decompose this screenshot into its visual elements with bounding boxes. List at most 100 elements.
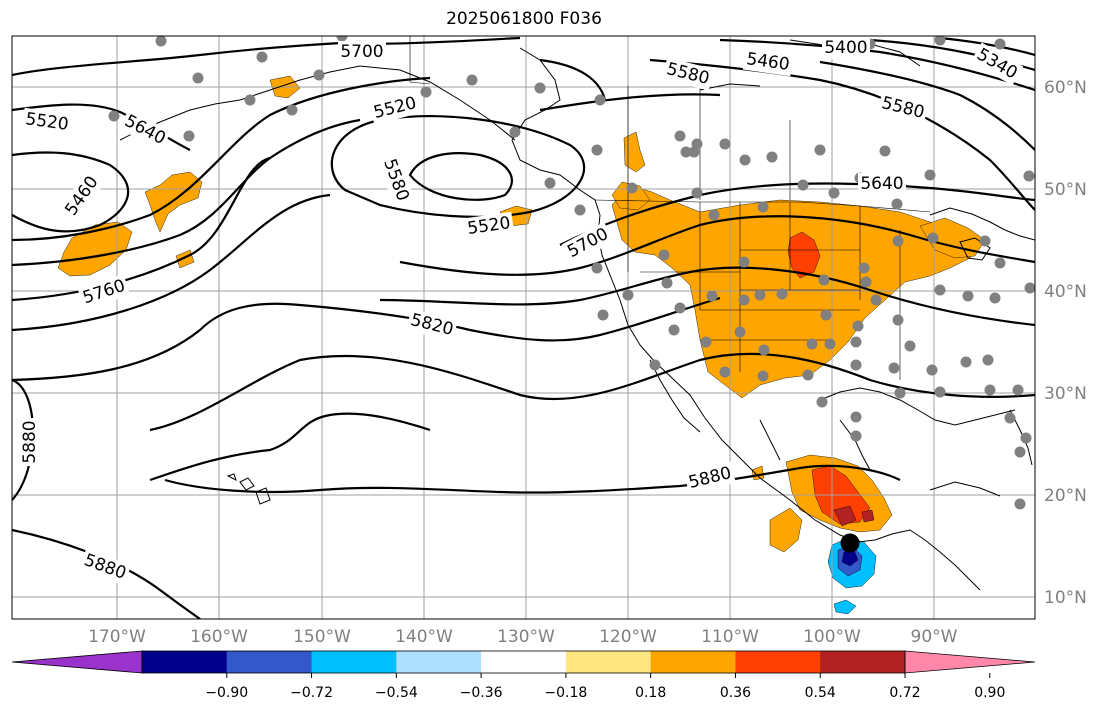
station-dot xyxy=(183,130,195,142)
contour-label-bg xyxy=(21,107,73,137)
station-dot xyxy=(574,204,586,216)
colorbar-segment xyxy=(820,651,906,673)
station-dot xyxy=(852,320,864,332)
height-contour xyxy=(819,60,1035,151)
map-frame xyxy=(11,35,1036,620)
station-dot xyxy=(1014,498,1026,510)
station-dot xyxy=(1024,282,1035,294)
border-line xyxy=(594,199,931,213)
colorbar-segment xyxy=(481,651,567,673)
colorbar-tick-label: −0.36 xyxy=(460,685,503,701)
coastline xyxy=(929,481,1001,497)
colorbar-tick-label: 0.90 xyxy=(974,685,1005,701)
station-dot xyxy=(802,369,814,381)
lat-tick-label: 10°N xyxy=(1044,588,1087,608)
contour-label: 5880 xyxy=(20,420,40,463)
station-dot xyxy=(244,94,256,106)
station-dot xyxy=(776,288,788,300)
height-contour xyxy=(164,464,901,494)
station-dot xyxy=(597,309,609,321)
height-contour xyxy=(539,93,721,112)
station-dot xyxy=(927,232,939,244)
station-dot xyxy=(591,144,603,156)
contour-label: 5400 xyxy=(824,38,867,58)
longitude-labels: 170°W 160°W 150°W 140°W 130°W 120°W 110°W 100°W… xyxy=(88,627,958,647)
station-dot xyxy=(934,284,946,296)
station-dot xyxy=(934,386,946,398)
colorbar-segment xyxy=(311,651,397,673)
station-dot xyxy=(892,235,904,247)
colorbar-segment xyxy=(735,651,821,673)
coastline xyxy=(819,387,1016,426)
shaded-region xyxy=(833,505,857,527)
height-contour xyxy=(379,266,1035,327)
height-contour xyxy=(12,118,361,267)
lon-tick-label: 170°W xyxy=(88,627,146,647)
height-contour xyxy=(539,58,607,101)
contour-label-bg xyxy=(377,153,415,207)
contour-label-bg xyxy=(463,211,515,241)
height-contour xyxy=(399,215,1035,276)
station-dot xyxy=(708,209,720,221)
station-dot xyxy=(256,51,268,63)
contour-label-bg xyxy=(77,274,131,310)
contour-label-bg xyxy=(561,222,615,264)
station-dot xyxy=(680,146,692,158)
station-dot xyxy=(820,309,832,321)
contour-label-bg xyxy=(369,91,421,125)
height-contour xyxy=(12,193,331,332)
station-dot xyxy=(850,336,862,348)
station-dot xyxy=(850,359,862,371)
station-dot xyxy=(691,138,703,150)
lon-tick-label: 110°W xyxy=(701,627,759,647)
latitude-labels: 60°N 50°N 40°N 30°N 20°N 10°N xyxy=(1044,78,1087,608)
station-dot xyxy=(155,36,167,47)
lon-tick-label: 130°W xyxy=(497,627,555,647)
shaded-region xyxy=(833,599,857,615)
coastline xyxy=(699,83,761,91)
height-contour xyxy=(149,352,1035,432)
height-contour xyxy=(12,76,431,242)
station-dot xyxy=(626,182,638,194)
colorbar-tick-label: −0.54 xyxy=(375,685,418,701)
station-dot xyxy=(286,104,298,116)
station-dot xyxy=(734,326,746,338)
lon-tick-label: 120°W xyxy=(599,627,657,647)
contour-label-bg xyxy=(684,461,736,495)
station-dot xyxy=(816,396,828,408)
station-dot xyxy=(719,366,731,378)
lat-tick-label: 50°N xyxy=(1044,180,1087,200)
lat-tick-label: 60°N xyxy=(1044,78,1087,98)
station-dot xyxy=(509,126,521,138)
contour-label-bg xyxy=(662,57,714,91)
station-dot xyxy=(739,154,751,166)
station-dot xyxy=(982,354,994,366)
station-dot xyxy=(674,130,686,142)
contour-label-bg xyxy=(742,47,794,77)
shaded-region xyxy=(787,231,821,279)
station-dot xyxy=(879,145,891,157)
coastline xyxy=(759,419,781,461)
station-dot xyxy=(892,314,904,326)
lon-tick-label: 90°W xyxy=(911,627,958,647)
station-dot xyxy=(797,179,809,191)
station-dot xyxy=(649,359,661,371)
shaded-region xyxy=(769,507,803,553)
contour-label-bg xyxy=(970,42,1024,86)
station-dot xyxy=(691,187,703,199)
station-dot xyxy=(828,187,840,199)
height-contour xyxy=(12,156,271,302)
colorbar-tick-label: 0.36 xyxy=(720,685,751,701)
colorbar-tick-label: 0.54 xyxy=(805,685,836,701)
station-dot xyxy=(658,249,670,261)
shaded-region xyxy=(623,131,646,173)
shaded-region xyxy=(861,509,875,523)
coastline xyxy=(239,477,255,491)
station-dot xyxy=(738,256,750,268)
station-dot xyxy=(1020,432,1032,444)
station-dot xyxy=(860,276,872,288)
coastline xyxy=(839,419,871,471)
station-dot xyxy=(674,302,686,314)
contour-label-bg xyxy=(338,41,386,63)
